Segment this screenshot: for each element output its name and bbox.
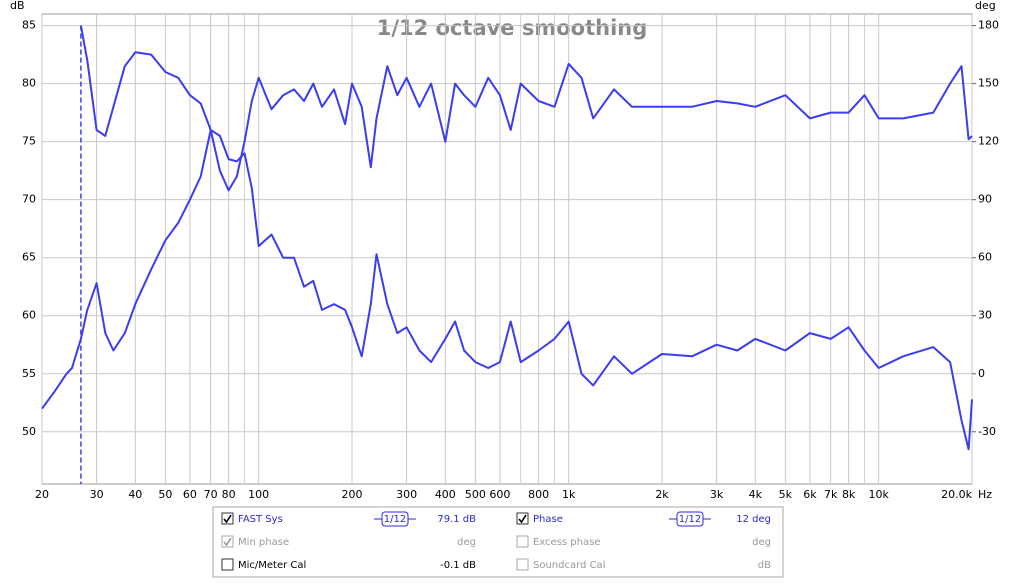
x-tick-label: 10k xyxy=(868,488,889,501)
x-tick-label: 60 xyxy=(183,488,197,501)
y-tick-label: 85 xyxy=(22,19,36,32)
chart-title: 1/12 octave smoothing xyxy=(377,16,648,40)
y-tick-label: 60 xyxy=(22,309,36,322)
x-tick-label: 80 xyxy=(222,488,236,501)
checkbox[interactable] xyxy=(221,512,234,525)
smoothing-label: 1/12 xyxy=(384,514,406,525)
x-tick-label: 6k xyxy=(803,488,817,501)
series-line xyxy=(41,129,973,451)
x-tick-label: 40 xyxy=(128,488,142,501)
x-tick-label: 100 xyxy=(248,488,269,501)
item-value: -0.1 dB xyxy=(440,560,476,571)
x-tick-label: 50 xyxy=(158,488,172,501)
x-tick-label: 500 xyxy=(465,488,486,501)
x-tick-label: 600 xyxy=(489,488,510,501)
checkbox xyxy=(516,558,529,571)
y2-tick-label: 120 xyxy=(978,135,999,148)
series-line xyxy=(79,25,973,192)
x-tick-label: 400 xyxy=(435,488,456,501)
x-tick-label: 2k xyxy=(655,488,669,501)
x-tick-label: 300 xyxy=(396,488,417,501)
x-tick-label: 7k xyxy=(824,488,838,501)
y2-axis-label: deg xyxy=(975,0,996,12)
x-tick-label: 4k xyxy=(749,488,763,501)
item-label: Excess phase xyxy=(533,537,601,548)
x-unit-label: Hz xyxy=(978,488,992,501)
x-tick-label: 3k xyxy=(710,488,724,501)
item-label: Soundcard Cal xyxy=(533,560,605,571)
item-label: Phase xyxy=(533,514,563,525)
y-axis-label: dB xyxy=(10,0,25,12)
y-tick-label: 50 xyxy=(22,425,36,438)
checkmark xyxy=(518,514,527,524)
smoothing-label: 1/12 xyxy=(679,514,701,525)
x-tick-label: 30 xyxy=(90,488,104,501)
x-tick-label: 8k xyxy=(842,488,856,501)
item-value: deg xyxy=(457,537,476,548)
y2-tick-label: 150 xyxy=(978,77,999,90)
item-value: dB xyxy=(758,560,771,571)
y-tick-label: 55 xyxy=(22,367,36,380)
x-tick-label: 5k xyxy=(779,488,793,501)
y-tick-label: 65 xyxy=(22,251,36,264)
x-tick-label: 20.0k xyxy=(941,488,972,501)
checkbox xyxy=(221,535,234,548)
y2-tick-label: 90 xyxy=(978,193,992,206)
x-tick-label: 200 xyxy=(342,488,363,501)
x-tick-label: 20 xyxy=(35,488,49,501)
y2-tick-label: 60 xyxy=(978,251,992,264)
item-label: Mic/Meter Cal xyxy=(238,560,306,571)
item-value: 12 deg xyxy=(736,514,771,525)
y-tick-label: 70 xyxy=(22,193,36,206)
checkbox[interactable] xyxy=(221,558,234,571)
checkbox xyxy=(516,535,529,548)
plot-area xyxy=(41,13,973,485)
y2-tick-label: 30 xyxy=(978,309,992,322)
y2-tick-label: 180 xyxy=(978,19,999,32)
item-label: FAST Sys xyxy=(238,514,283,525)
x-tick-label: 70 xyxy=(204,488,218,501)
x-tick-label: 1k xyxy=(562,488,576,501)
y-tick-label: 75 xyxy=(22,135,36,148)
x-tick-label: 800 xyxy=(528,488,549,501)
y2-tick-label: -30 xyxy=(978,425,996,438)
y-tick-label: 80 xyxy=(22,77,36,90)
y2-tick-label: 0 xyxy=(978,367,985,380)
checkmark xyxy=(223,537,232,547)
checkbox[interactable] xyxy=(516,512,529,525)
item-label: Min phase xyxy=(238,537,289,548)
checkmark xyxy=(223,514,232,524)
item-value: deg xyxy=(752,537,771,548)
item-value: 79.1 dB xyxy=(437,514,476,525)
